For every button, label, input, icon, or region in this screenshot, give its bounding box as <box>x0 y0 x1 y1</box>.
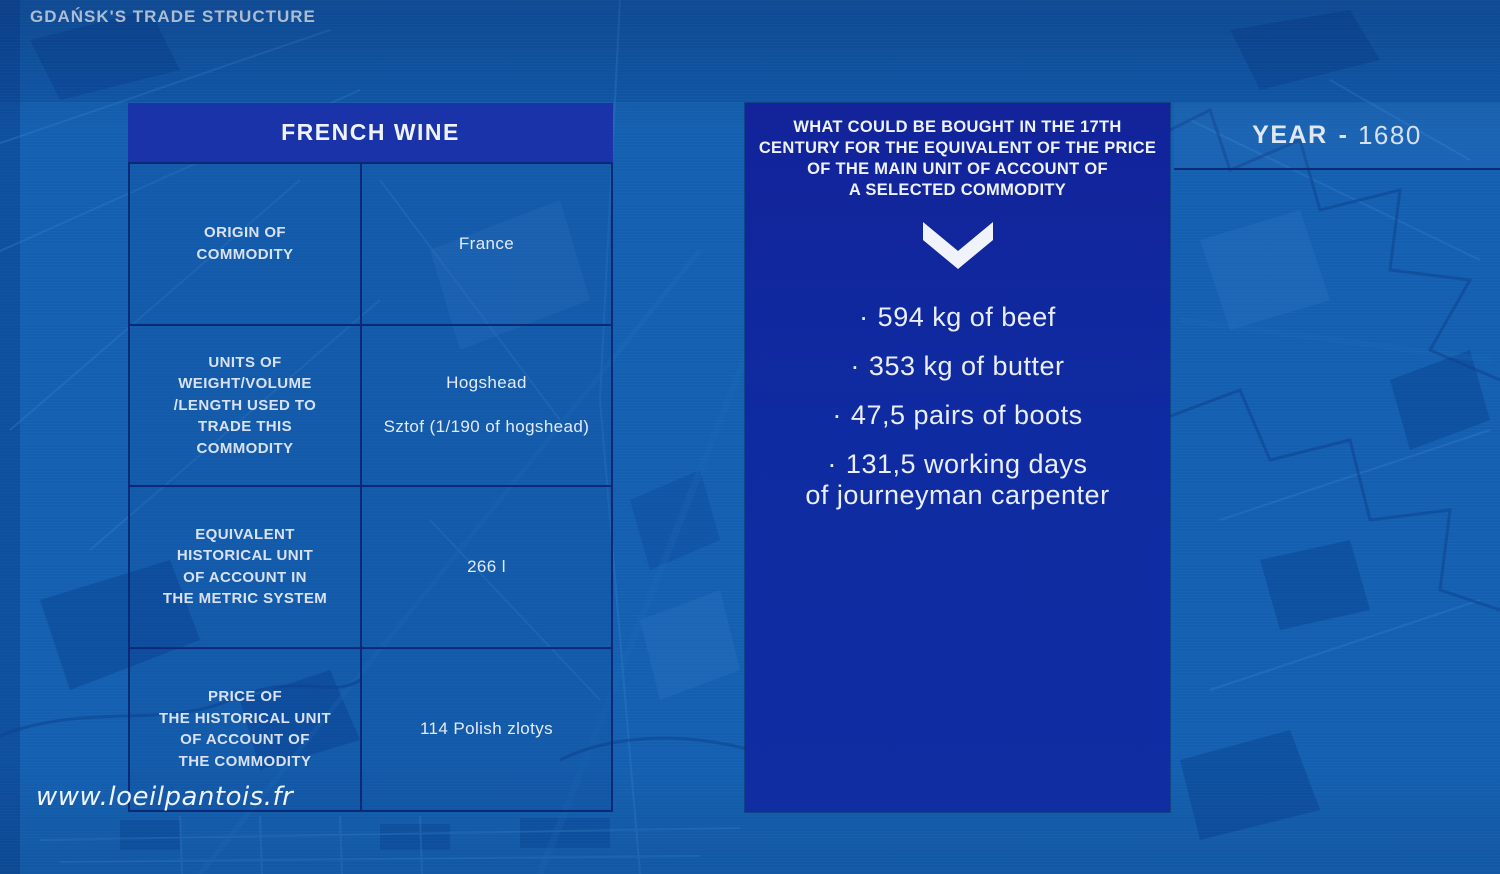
bullet-dot: · <box>859 302 869 332</box>
value-line: France <box>458 233 515 253</box>
item-text: 353 kg of butter <box>868 351 1065 381</box>
row-metric-value: 266 l <box>362 487 611 649</box>
commodity-table: FRENCH WINE ORIGIN OF COMMODITY France U… <box>128 103 613 812</box>
label-line: OF ACCOUNT OF <box>180 731 310 749</box>
label-line: TRADE THIS <box>198 418 292 435</box>
label-line: PRICE OF <box>207 688 283 706</box>
row-units-value: Hogshead Sztof (1/190 of hogshead) <box>362 326 611 487</box>
label-line: COMMODITY <box>196 439 294 457</box>
year-display: YEAR - 1680 <box>1174 103 1500 170</box>
chevron-down-icon <box>745 222 1170 269</box>
equivalents-heading: WHAT COULD BE BOUGHT IN THE 17TH CENTURY… <box>745 117 1170 201</box>
commodity-table-title: FRENCH WINE <box>128 103 613 162</box>
list-item: · 353 kg of butter <box>745 351 1170 382</box>
year-separator: - <box>1338 121 1347 149</box>
row-units-label: UNITS OF WEIGHT/VOLUME /LENGTH USED TO T… <box>130 325 362 487</box>
label-line: OF ACCOUNT IN <box>183 568 307 586</box>
heading-line: OF THE MAIN UNIT OF ACCOUNT OF <box>807 160 1108 178</box>
page-title: GDAŃSK'S TRADE STRUCTURE <box>30 7 316 26</box>
item-text: of journeyman carpenter <box>805 480 1110 510</box>
equivalents-list: · 594 kg of beef · 353 kg of butter · 47,5 … <box>745 302 1170 511</box>
label-line: THE HISTORICAL UNIT <box>158 709 332 727</box>
label-line: /LENGTH USED TO <box>173 396 317 414</box>
value-line: Sztof (1/190 of hogshead) <box>383 417 590 437</box>
bullet-dot: · <box>832 400 842 430</box>
equivalents-panel: WHAT COULD BE BOUGHT IN THE 17TH CENTURY… <box>745 103 1170 812</box>
heading-line: CENTURY FOR THE EQUIVALENT OF THE PRICE <box>758 139 1157 157</box>
list-item: · 594 kg of beef <box>745 302 1170 333</box>
value-line: 266 l <box>467 556 506 576</box>
value-line: 114 Polish zlotys <box>419 719 554 739</box>
label-line: THE COMMODITY <box>178 752 312 770</box>
bullet-dot: · <box>850 351 860 381</box>
heading-line: A SELECTED COMMODITY <box>848 181 1067 199</box>
label-line: COMMODITY <box>196 245 294 263</box>
row-origin-label: ORIGIN OF COMMODITY <box>130 164 362 326</box>
label-line: ORIGIN OF <box>204 224 286 242</box>
year-label: YEAR <box>1252 121 1328 149</box>
row-metric-label: EQUIVALENT HISTORICAL UNIT OF ACCOUNT IN… <box>130 487 362 649</box>
item-text: 131,5 working days <box>845 449 1088 479</box>
row-price-label: PRICE OF THE HISTORICAL UNIT OF ACCOUNT … <box>130 648 362 810</box>
label-line: WEIGHT/VOLUME <box>178 375 312 392</box>
label-line: HISTORICAL UNIT <box>176 547 314 565</box>
heading-line: WHAT COULD BE BOUGHT IN THE 17TH <box>793 118 1122 136</box>
row-price-value: 114 Polish zlotys <box>362 649 611 811</box>
bullet-dot: · <box>827 449 837 479</box>
watermark-url: www.loeilpantois.fr <box>36 782 294 812</box>
year-value: 1680 <box>1357 120 1422 150</box>
label-line: UNITS OF <box>208 353 282 371</box>
list-item: · 131,5 working days of journeyman carpen… <box>745 449 1170 511</box>
list-item: · 47,5 pairs of boots <box>745 400 1170 431</box>
row-origin-value: France <box>362 164 611 326</box>
label-line: THE METRIC SYSTEM <box>162 590 328 608</box>
value-line: Hogshead <box>446 373 527 393</box>
label-line: EQUIVALENT <box>195 525 295 543</box>
item-text: 594 kg of beef <box>877 302 1056 332</box>
item-text: 47,5 pairs of boots <box>850 400 1083 430</box>
commodity-table-body: ORIGIN OF COMMODITY France UNITS OF WEIG… <box>128 162 613 812</box>
